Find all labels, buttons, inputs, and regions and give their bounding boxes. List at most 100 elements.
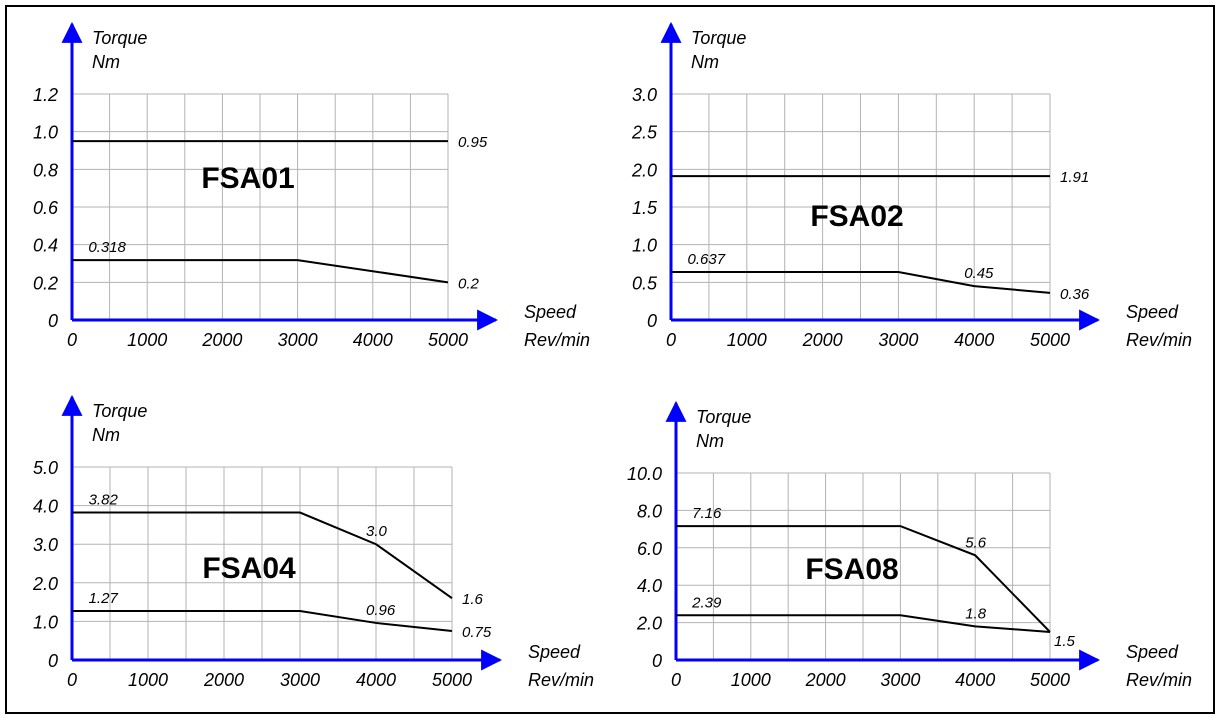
y-tick-label: 1.2 [33,85,58,105]
x-tick-label: 5000 [1030,330,1070,350]
x-tick-label: 4000 [356,670,396,690]
x-tick-label: 5000 [428,330,468,350]
x-axis-unit: Rev/min [1126,330,1192,350]
y-tick-label: 2.0 [32,574,58,594]
y-tick-label: 3.0 [632,85,657,105]
point-label: 0.2 [458,275,480,292]
x-tick-label: 4000 [954,330,994,350]
point-label: 7.16 [692,505,722,522]
y-tick-label: 2.0 [636,614,662,634]
x-tick-label: 0 [67,330,77,350]
y-tick-label: 2.5 [631,123,658,143]
x-tick-label: 3000 [878,330,918,350]
y-tick-label: 0.5 [632,273,658,293]
x-tick-label: 1000 [727,330,767,350]
point-label: 0.318 [88,239,126,256]
x-axis-unit: Rev/min [528,670,594,690]
y-tick-label: 0.6 [33,198,59,218]
point-label: 0.45 [964,265,994,282]
panel-title: FSA08 [805,553,898,586]
x-axis-title: Speed [1126,302,1179,322]
chart-fsa02: 0 1000 2000 3000 4000 5000 0 0.5 1.0 1.5 2.0 2.5 3.0… [631,21,1192,350]
y-tick-label: 0 [48,651,58,671]
torque-line-2 [676,614,1051,633]
panel-title: FSA04 [202,552,296,585]
y-tick-label: 3.0 [33,535,58,555]
chart-fsa08: 0 1000 2000 3000 4000 5000 0 2.0 4.0 6.0 8.0 10.0 To… [627,400,1192,690]
x-tick-label: 0 [666,330,676,350]
y-tick-label: 5.0 [33,458,58,478]
x-tick-label: 0 [671,670,681,690]
point-label: 1.5 [1054,633,1076,650]
x-tick-label: 2000 [203,670,244,690]
y-axis-title: Torque [696,407,751,427]
point-label: 2.39 [691,594,722,611]
torque-line-2 [72,609,453,633]
chart-fsa04: 0 1000 2000 3000 4000 5000 0 1.0 2.0 3.0 4.0 5.0 Tor… [32,394,594,690]
x-tick-label: 5000 [432,670,472,690]
y-tick-label: 1.0 [33,612,58,632]
grid [72,93,449,320]
y-axis-title: Torque [92,401,147,421]
x-axis-unit: Rev/min [1126,670,1192,690]
y-tick-label: 10.0 [627,464,662,484]
y-tick-label: 6.0 [637,539,662,559]
x-tick-label: 5000 [1030,670,1070,690]
x-axis-unit: Rev/min [524,330,590,350]
x-tick-label: 0 [67,670,77,690]
point-label: 0.637 [688,251,726,268]
point-label: 0.96 [366,602,396,619]
point-label: 0.75 [462,624,492,641]
y-tick-label: 2.0 [631,160,657,180]
panel-title: FSA01 [201,162,294,195]
x-tick-label: 3000 [880,670,920,690]
point-label: 3.82 [89,492,119,509]
point-label: 5.6 [965,534,987,551]
grid [72,466,453,660]
x-tick-label: 4000 [955,670,995,690]
x-tick-label: 2000 [805,670,846,690]
figure-frame [5,5,1215,714]
x-axis-title: Speed [528,642,581,662]
x-tick-label: 4000 [353,330,393,350]
x-axis-title: Speed [1126,642,1179,662]
point-label: 0.36 [1060,286,1090,303]
y-axis-title: Torque [92,28,147,48]
y-axis-unit: Nm [691,52,719,72]
point-label: 1.8 [965,605,987,622]
chart-fsa01: 0 1000 2000 3000 4000 5000 0 0.2 0.4 0.6 0.8 1.0 1.2… [33,21,590,350]
y-tick-label: 0 [647,311,657,331]
torque-line-1 [676,525,1051,633]
y-axis-unit: Nm [92,52,120,72]
x-tick-label: 2000 [201,330,242,350]
grid [671,93,1051,320]
y-tick-label: 0.2 [33,273,58,293]
x-tick-label: 1000 [128,670,168,690]
y-axis-unit: Nm [696,431,724,451]
y-tick-label: 1.5 [632,198,658,218]
y-tick-label: 0 [652,651,662,671]
torque-line-2 [671,271,1051,294]
y-tick-label: 8.0 [637,501,662,521]
x-tick-label: 3000 [280,670,320,690]
x-tick-label: 1000 [731,670,771,690]
point-label: 1.6 [462,591,484,608]
x-tick-label: 2000 [802,330,843,350]
y-tick-label: 1.0 [33,123,58,143]
point-label: 3.0 [366,523,388,540]
y-axis-title: Torque [691,28,746,48]
x-tick-label: 3000 [278,330,318,350]
point-label: 1.91 [1060,169,1089,186]
x-axis-title: Speed [524,302,577,322]
torque-line-1 [72,511,453,600]
x-tick-label: 1000 [127,330,167,350]
y-tick-label: 4.0 [637,576,662,596]
y-tick-label: 0 [48,311,58,331]
panel-title: FSA02 [810,200,903,233]
y-axis-unit: Nm [92,425,120,445]
point-label: 0.95 [458,134,488,151]
y-tick-label: 0.8 [33,160,58,180]
y-tick-label: 0.4 [33,236,58,256]
y-tick-label: 4.0 [33,497,58,517]
